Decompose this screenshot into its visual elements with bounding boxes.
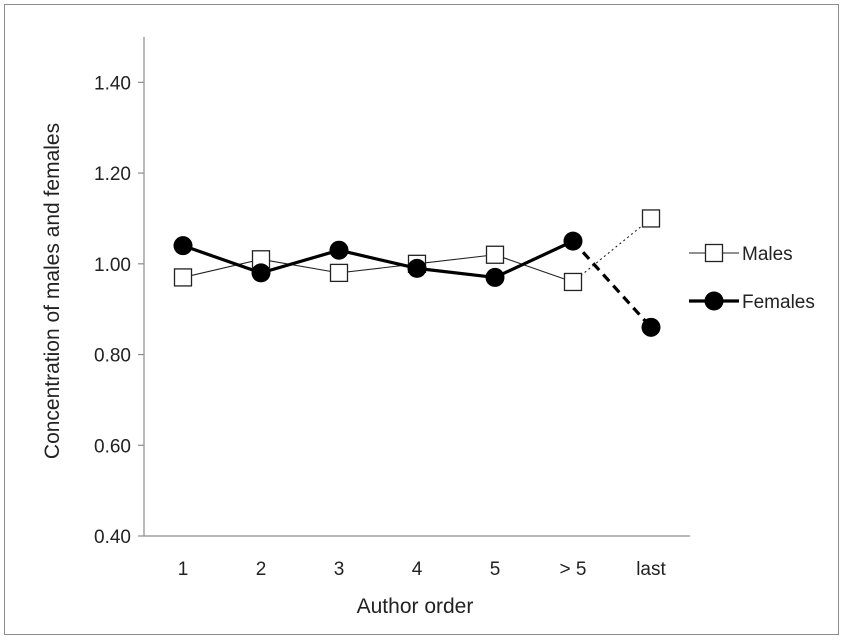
data-point-square: [329, 263, 349, 283]
y-tick-label: 0.60: [94, 436, 131, 457]
series-line: [182, 254, 574, 283]
series-females: [173, 231, 661, 337]
x-tick-label: 2: [256, 559, 267, 580]
data-point-circle: [563, 231, 583, 251]
line-chart: 0.40 0.60 0.80 1.00 1.20 1.40 1 2 3 4 5 > 5 last Ma…: [41, 37, 815, 618]
x-tick-label: > 5: [560, 559, 587, 580]
x-tick-label: 5: [490, 559, 501, 580]
x-tick-label: last: [636, 559, 666, 580]
series-last-segment: [571, 240, 653, 329]
series-last-segment: [572, 218, 652, 283]
data-point-circle: [251, 263, 271, 283]
chart-frame: 0.40 0.60 0.80 1.00 1.20 1.40 1 2 3 4 5 > 5 last Ma…: [4, 4, 839, 635]
data-point-circle: [329, 240, 349, 260]
legend-square-icon: [704, 243, 724, 263]
data-point-square: [173, 268, 193, 287]
axes: [143, 37, 690, 537]
x-tick-labels: 1 2 3 4 5 > 5 last: [178, 559, 667, 580]
x-tick-label: 3: [334, 559, 345, 580]
data-point-circle: [641, 317, 661, 337]
y-tick-label: 1.00: [94, 255, 131, 276]
y-tick-label: 1.40: [94, 73, 131, 94]
y-tick-label: 0.80: [94, 346, 131, 367]
series-line: [182, 239, 574, 280]
legend-label-males: Males: [742, 244, 793, 265]
x-tick-label: 4: [412, 559, 423, 580]
data-point-square: [641, 209, 661, 228]
y-tick-label: 0.40: [94, 527, 131, 548]
x-axis-title: Author order: [357, 595, 474, 618]
data-point-circle: [485, 267, 505, 287]
legend: Males Females: [689, 243, 815, 313]
y-axis-title: Concentration of males and females: [41, 123, 64, 459]
series-males: [173, 209, 661, 292]
data-point-square: [563, 272, 583, 292]
x-tick-label: 1: [178, 559, 189, 580]
data-point-circle: [407, 258, 427, 278]
legend-circle-icon: [704, 291, 724, 311]
series-layer: [173, 209, 661, 337]
legend-label-females: Females: [742, 292, 815, 313]
y-tick-label: 1.20: [94, 164, 131, 185]
data-point-square: [485, 245, 505, 264]
data-point-circle: [173, 236, 193, 256]
y-tick-labels: 0.40 0.60 0.80 1.00 1.20 1.40: [94, 73, 144, 548]
